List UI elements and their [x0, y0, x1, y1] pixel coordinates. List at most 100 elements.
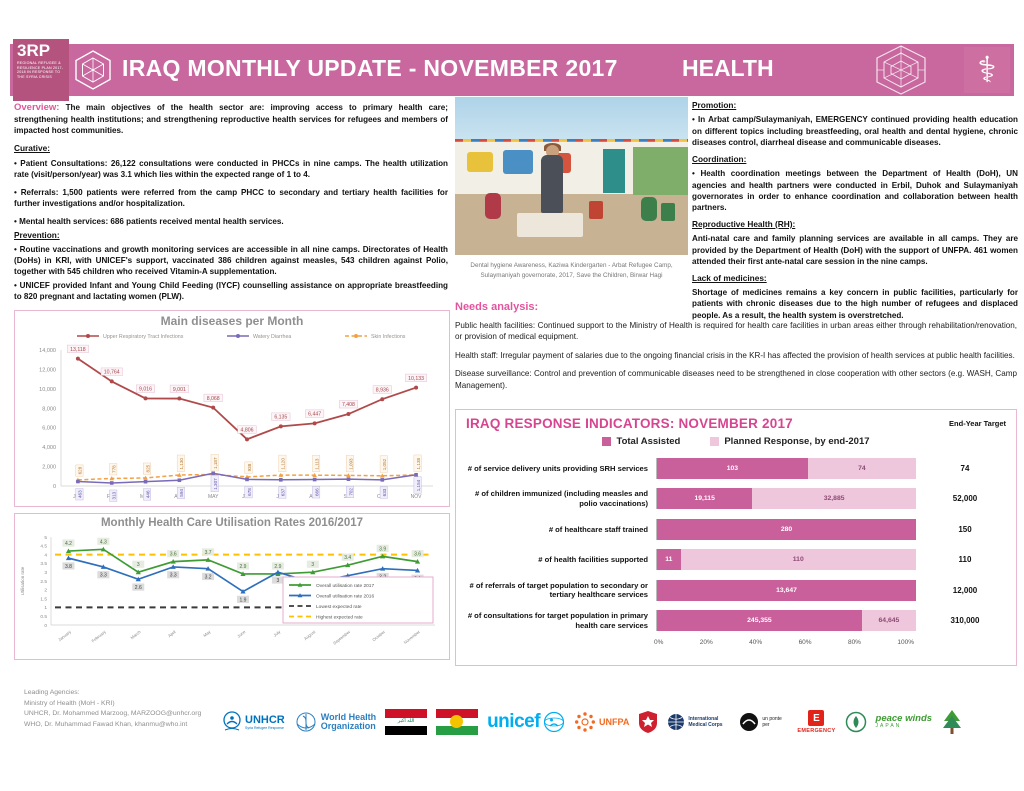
svg-text:6,135: 6,135: [274, 415, 287, 421]
svg-text:2.5: 2.5: [40, 579, 47, 585]
needs-analysis-heading: Needs analysis:: [455, 301, 539, 313]
diseases-chart: 02,0004,0006,0008,00010,00012,00014,000J…: [39, 334, 433, 502]
utilisation-chart: Utilisation rate 0 0.5 1 1.5 2 2.5 3 3.5 4 4.5 5 Jan…: [20, 535, 435, 646]
svg-text:Overall utilisation rate 2016: Overall utilisation rate 2016: [316, 593, 374, 599]
reproductive-health-heading: Reproductive Health (RH):: [692, 218, 796, 229]
axis-tick: 40%: [749, 639, 763, 646]
coordination-heading: Coordination:: [692, 153, 747, 164]
unfpa-logo: UNFPA: [574, 711, 629, 733]
svg-text:May: May: [202, 629, 212, 638]
svg-text:Watery Diarrhea: Watery Diarrhea: [253, 334, 291, 340]
hexagon-emblem-icon: [75, 50, 111, 90]
agency-line: Ministry of Health (MoH - KRI): [24, 699, 115, 707]
svg-text:4.2: 4.2: [65, 541, 72, 547]
svg-text:678: 678: [247, 488, 252, 496]
total-assisted-swatch: [602, 437, 612, 446]
indicator-bar: 245,355 64,645: [656, 610, 916, 632]
photo-person: [541, 155, 563, 213]
activities-section: Promotion: • In Arbat camp/Sulaymaniyah,…: [692, 99, 1018, 327]
indicator-label: # of children immunized (including measl…: [475, 489, 648, 508]
partner-logos: UNHCR Syria Refugee Response World Healt…: [222, 692, 1018, 752]
indicators-axis: 0% 20% 40% 60% 80% 100%: [654, 639, 916, 646]
total-assisted-label: Total Assisted: [616, 436, 681, 447]
svg-text:2: 2: [44, 588, 47, 594]
promotion-heading: Promotion:: [692, 100, 737, 110]
international-medical-corps-logo: International Medical Corps: [667, 713, 730, 731]
overview-paragraph: Overview: The main objectives of the hea…: [14, 102, 449, 136]
svg-text:1,154: 1,154: [416, 479, 421, 491]
promotion-text: • In Arbat camp/Sulaymaniyah, EMERGENCY …: [692, 115, 1018, 147]
svg-text:MAY: MAY: [208, 494, 219, 500]
svg-text:June: June: [236, 629, 247, 639]
svg-text:463: 463: [78, 490, 83, 498]
planned-bar: 74: [807, 457, 916, 479]
svg-text:0: 0: [44, 623, 47, 629]
svg-text:1,113: 1,113: [314, 458, 319, 470]
3rp-logo-text: 3RP: [17, 41, 51, 60]
red-emblem-logo: [638, 710, 658, 734]
unfpa-emblem-icon: [575, 712, 596, 732]
indicator-row: # of service delivery units providing SR…: [466, 453, 1006, 484]
indicator-bar: 11 110: [656, 549, 916, 571]
assisted-bar: 245,355: [657, 610, 862, 632]
svg-text:3.4: 3.4: [344, 555, 351, 561]
svg-text:3: 3: [137, 562, 140, 568]
svg-text:14,000: 14,000: [39, 348, 56, 354]
header-banner: 3RP REGIONAL REFUGEE & RESILIENCE PLAN 2…: [10, 39, 1014, 101]
unhcr-logo: UNHCR Syria Refugee Response: [222, 711, 285, 733]
indicator-target: 52,000: [952, 494, 978, 504]
reproductive-health-text: Anti-natal care and family planning serv…: [692, 234, 1018, 266]
indicator-row: # of children immunized (including measl…: [466, 484, 1006, 515]
planned-bar: 110: [680, 549, 916, 571]
utilisation-chart-title: Monthly Health Care Utilisation Rates 20…: [100, 517, 364, 529]
svg-text:4,000: 4,000: [42, 445, 56, 451]
svg-text:6,447: 6,447: [308, 412, 321, 418]
unicef-logo: unicef: [487, 711, 565, 733]
photo: [455, 97, 688, 255]
unhcr-emblem-icon: [223, 711, 241, 731]
svg-text:August: August: [303, 629, 317, 641]
3rp-logo: 3RP REGIONAL REFUGEE & RESILIENCE PLAN 2…: [13, 39, 69, 101]
svg-text:3.3: 3.3: [100, 573, 107, 579]
upp-emblem-icon: [740, 713, 759, 731]
svg-text:1,138: 1,138: [416, 458, 421, 470]
kurdistan-flag: [436, 709, 479, 736]
indicator-target: 12,000: [952, 585, 978, 595]
svg-text:March: March: [129, 629, 142, 641]
svg-text:666: 666: [314, 488, 319, 496]
svg-text:October: October: [371, 629, 386, 642]
svg-text:10,764: 10,764: [104, 370, 120, 376]
peace-winds-logo: peace winds JAPAN: [875, 713, 933, 730]
svg-text:313: 313: [112, 491, 117, 499]
svg-text:8,000: 8,000: [42, 406, 56, 412]
svg-text:2.9: 2.9: [240, 564, 247, 570]
indicator-label: # of healthcare staff trained: [548, 524, 648, 534]
crest-emblem-icon: [876, 45, 926, 95]
svg-text:628: 628: [78, 466, 83, 474]
planned-bar: 32,885: [752, 488, 916, 510]
indicator-label: # of referrals of target population to s…: [469, 580, 648, 600]
svg-text:8,936: 8,936: [376, 387, 389, 393]
svg-text:April: April: [167, 629, 177, 638]
indicators-rows: # of service delivery units providing SR…: [466, 453, 1006, 636]
svg-text:594: 594: [179, 489, 184, 497]
un-ponte-per-logo: un ponte per: [739, 712, 788, 732]
svg-text:12,000: 12,000: [39, 367, 56, 373]
axis-tick: 100%: [897, 639, 914, 646]
coordination-text: • Health coordination meetings between t…: [692, 169, 1018, 212]
svg-text:3.8: 3.8: [65, 564, 72, 570]
svg-text:3.7: 3.7: [205, 550, 212, 556]
svg-text:1,130: 1,130: [179, 458, 184, 470]
svg-text:January: January: [57, 629, 73, 643]
imc-globe-icon: [668, 714, 685, 730]
svg-text:7,408: 7,408: [342, 402, 355, 408]
svg-text:446: 446: [145, 490, 150, 498]
svg-text:September: September: [332, 629, 352, 646]
response-indicators-box: IRAQ RESPONSE INDICATORS: NOVEMBER 2017 …: [455, 409, 1017, 666]
svg-text:July: July: [272, 629, 282, 638]
svg-text:938: 938: [247, 463, 252, 471]
end-year-target-header: End-Year Target: [949, 419, 1006, 428]
prevention-bullet: • Routine vaccinations and growth monito…: [14, 245, 448, 277]
curative-heading: Curative:: [14, 143, 50, 154]
